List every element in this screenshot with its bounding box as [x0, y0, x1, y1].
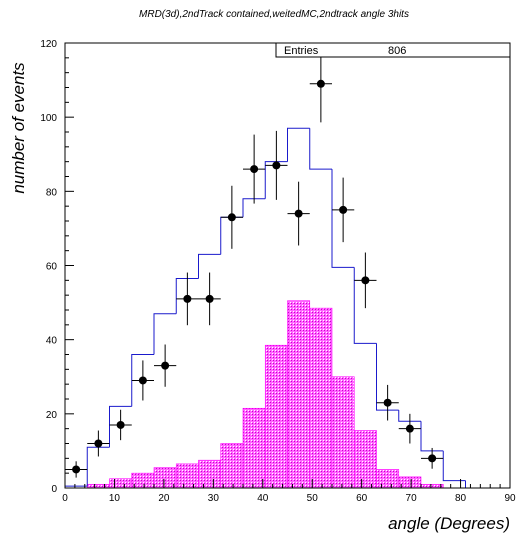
point-marker: [227, 213, 236, 222]
mc-step: [465, 480, 488, 489]
y-tick-label: 0: [51, 484, 57, 495]
mc-step: [131, 354, 154, 407]
data-point: [154, 344, 177, 387]
x-axis: 0 10 20 30 40 50 60 70 80 90: [62, 479, 516, 504]
fill-bar: [153, 467, 177, 489]
y-tick-label: 60: [46, 262, 58, 273]
data-point: [65, 461, 88, 478]
data-point: [309, 45, 332, 123]
point-marker: [405, 424, 414, 433]
mc-step: [353, 267, 377, 344]
y-tick-label: 20: [46, 410, 58, 421]
point-marker: [138, 376, 147, 385]
fill-bar: [420, 483, 444, 489]
fill-bar: [198, 459, 222, 489]
data-point: [131, 360, 154, 401]
x-tick-label: 0: [62, 493, 68, 504]
data-point: [287, 181, 310, 246]
x-tick-label: 30: [208, 493, 220, 504]
x-tick-label: 80: [455, 493, 467, 504]
data-point: [220, 185, 243, 249]
point-marker: [428, 454, 437, 463]
x-tick-label: 10: [109, 493, 121, 504]
x-tick-label: 70: [406, 493, 418, 504]
y-axis-title: number of events: [9, 62, 28, 194]
fill-bar: [264, 344, 288, 489]
mc-step: [86, 446, 110, 487]
x-tick-label: 20: [158, 493, 170, 504]
point-marker: [383, 398, 392, 407]
mc-step: [442, 450, 466, 482]
fill-bar: [287, 300, 311, 489]
point-marker: [294, 209, 303, 218]
x-tick-label: 90: [504, 493, 516, 504]
mc-step: [198, 253, 221, 279]
fill-bar: [131, 472, 155, 489]
mc-step: [264, 161, 288, 199]
chart-title: MRD(3d),2ndTrack contained,weitedMC,2ndt…: [139, 9, 409, 20]
data-point: [354, 252, 377, 309]
data-point: [332, 177, 355, 243]
fill-bar: [309, 307, 333, 489]
data-point: [376, 384, 399, 421]
point-marker: [183, 294, 192, 303]
fill-bar: [331, 376, 355, 489]
point-marker: [361, 276, 370, 285]
mc-step: [287, 127, 310, 162]
data-point: [109, 409, 132, 441]
mc-line-layer: [64, 127, 510, 489]
data-point: [198, 272, 221, 326]
x-tick-label: 60: [356, 493, 368, 504]
fill-bar: [86, 483, 110, 489]
fill-bar: [398, 476, 422, 489]
stats-value: 806: [388, 45, 406, 57]
data-point: [176, 272, 199, 326]
mc-step: [420, 421, 444, 452]
data-point: [243, 134, 266, 204]
data-point: [265, 130, 288, 200]
point-marker: [339, 205, 348, 214]
x-tick-label: 50: [307, 493, 319, 504]
x-tick-label: 40: [257, 493, 269, 504]
y-tick-label: 120: [40, 39, 57, 50]
point-marker: [116, 420, 125, 429]
point-marker: [94, 439, 103, 448]
mc-fill-layer: [86, 300, 444, 489]
data-point: [398, 413, 421, 444]
mc-step: [398, 410, 421, 422]
mc-step: [109, 405, 132, 448]
mc-step: [331, 169, 355, 268]
y-axis: 0 20 40 60 80 100 120: [40, 39, 74, 495]
fill-bar: [109, 478, 133, 489]
point-marker: [161, 361, 170, 370]
y-tick-label: 40: [46, 336, 58, 347]
fill-bar: [175, 463, 199, 489]
fill-bar: [353, 430, 377, 489]
y-tick-label: 100: [40, 113, 57, 124]
data-point: [421, 447, 444, 469]
point-marker: [205, 294, 214, 303]
point-marker: [72, 465, 81, 474]
point-marker: [250, 165, 259, 174]
stats-box: Entries 806: [275, 42, 511, 58]
y-tick-label: 80: [46, 187, 58, 198]
mc-step: [376, 343, 399, 411]
fill-bar: [220, 443, 244, 489]
fill-bar: [376, 469, 400, 489]
data-point: [87, 430, 110, 457]
mc-step: [175, 277, 199, 314]
mc-step: [242, 198, 266, 218]
mc-step: [153, 313, 177, 355]
fill-bar: [242, 407, 266, 489]
point-marker: [272, 161, 281, 170]
data-points-layer: [65, 45, 444, 478]
point-marker: [316, 79, 325, 88]
stats-label: Entries: [284, 45, 319, 57]
mc-step: [309, 128, 332, 170]
x-axis-title: angle (Degrees): [388, 514, 510, 533]
